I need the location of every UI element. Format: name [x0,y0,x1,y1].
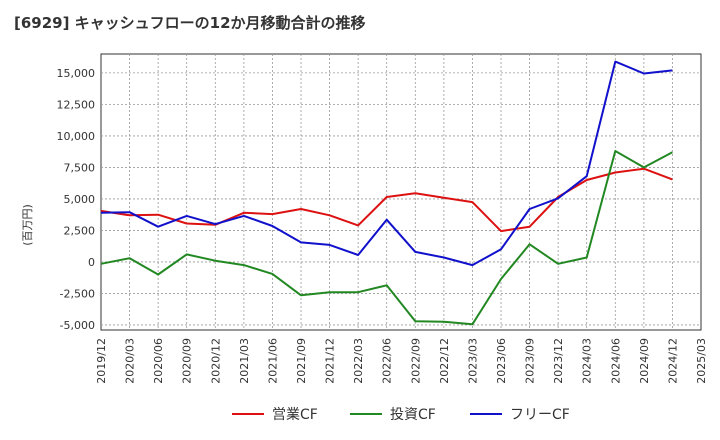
y-tick-label: 0 [88,256,95,269]
y-tick-label: 15,000 [57,67,96,80]
x-tick-label: 2022/06 [381,338,394,384]
y-tick-label: 12,500 [57,98,96,111]
series-line [100,60,673,267]
x-tick-label: 2023/06 [495,338,508,384]
x-tick-label: 2021/09 [295,338,308,384]
legend-label: 投資CF [390,407,436,423]
x-tick-label: 2024/03 [581,338,594,384]
x-tick-label: 2022/09 [409,338,422,384]
legend-label: 営業CF [272,407,318,423]
x-tick-label: 2023/12 [552,338,565,384]
x-tick-label: 2019/12 [95,338,108,384]
x-tick-label: 2020/03 [124,338,137,384]
x-tick-label: 2023/09 [524,338,537,384]
series-line [100,150,673,326]
x-tick-label: 2025/03 [695,338,708,384]
legend-label: フリーCF [510,407,570,423]
x-tick-label: 2020/09 [181,338,194,384]
y-tick-label: 5,000 [64,193,96,206]
x-tick-label: 2023/03 [466,338,479,384]
x-tick-label: 2020/12 [209,338,222,384]
x-tick-label: 2024/06 [609,338,622,384]
x-tick-label: 2020/06 [152,338,165,384]
x-tick-label: 2022/03 [352,338,365,384]
y-tick-label: -2,500 [60,287,95,300]
chart-title: [6929] キャッシュフローの12か月移動合計の推移 [14,14,366,32]
x-tick-label: 2021/03 [238,338,251,384]
series-line [100,167,673,233]
y-tick-label: 10,000 [57,130,96,143]
x-tick-label: 2024/09 [638,338,651,384]
x-tick-label: 2021/06 [266,338,279,384]
x-tick-label: 2022/12 [438,338,451,384]
plot-area [100,53,702,331]
y-tick-label: 2,500 [64,224,96,237]
y-tick-label: 7,500 [64,161,96,174]
x-tick-label: 2024/12 [666,338,679,384]
y-tick-label: -5,000 [60,319,95,332]
x-tick-label: 2021/12 [324,338,337,384]
